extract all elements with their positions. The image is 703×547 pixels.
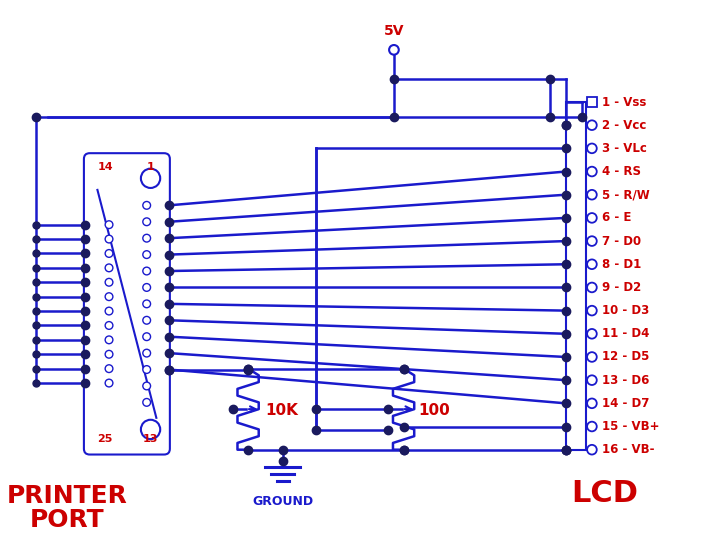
- Circle shape: [587, 213, 597, 223]
- Circle shape: [105, 365, 113, 373]
- Circle shape: [143, 251, 150, 259]
- Text: 14: 14: [97, 162, 113, 172]
- Text: 9 - D2: 9 - D2: [602, 281, 641, 294]
- Text: 7 - D0: 7 - D0: [602, 235, 640, 248]
- Circle shape: [587, 445, 597, 455]
- Circle shape: [143, 333, 150, 341]
- Circle shape: [587, 352, 597, 362]
- Text: 5V: 5V: [384, 24, 404, 38]
- Text: 12 - D5: 12 - D5: [602, 351, 649, 363]
- Circle shape: [141, 168, 160, 188]
- Text: PORT: PORT: [30, 508, 105, 532]
- Circle shape: [389, 45, 399, 55]
- Circle shape: [587, 422, 597, 432]
- Circle shape: [105, 379, 113, 387]
- Text: 1: 1: [147, 162, 155, 172]
- Text: PRINTER: PRINTER: [7, 485, 128, 509]
- Circle shape: [587, 375, 597, 385]
- Circle shape: [105, 336, 113, 344]
- Circle shape: [143, 366, 150, 374]
- Circle shape: [587, 190, 597, 200]
- Circle shape: [587, 167, 597, 176]
- Circle shape: [143, 234, 150, 242]
- Text: 5 - R/W: 5 - R/W: [602, 188, 650, 201]
- Text: 3 - VLc: 3 - VLc: [602, 142, 647, 155]
- Circle shape: [105, 307, 113, 315]
- Circle shape: [587, 143, 597, 153]
- Circle shape: [587, 236, 597, 246]
- FancyBboxPatch shape: [84, 153, 170, 455]
- Text: LCD: LCD: [572, 479, 638, 508]
- Circle shape: [143, 283, 150, 292]
- Circle shape: [105, 293, 113, 300]
- Circle shape: [143, 300, 150, 308]
- Circle shape: [105, 249, 113, 257]
- Circle shape: [587, 283, 597, 292]
- Text: 15 - VB+: 15 - VB+: [602, 420, 659, 433]
- Text: 13: 13: [143, 434, 158, 444]
- Text: 10K: 10K: [266, 403, 298, 417]
- Text: 10 - D3: 10 - D3: [602, 304, 649, 317]
- Text: 100: 100: [418, 403, 450, 417]
- Text: 14 - D7: 14 - D7: [602, 397, 649, 410]
- Text: 8 - D1: 8 - D1: [602, 258, 641, 271]
- Circle shape: [587, 399, 597, 408]
- Circle shape: [143, 201, 150, 209]
- Circle shape: [141, 420, 160, 439]
- Circle shape: [143, 382, 150, 390]
- Text: 2 - Vcc: 2 - Vcc: [602, 119, 646, 132]
- Text: 1 - Vss: 1 - Vss: [602, 96, 646, 108]
- Circle shape: [105, 322, 113, 329]
- Circle shape: [105, 221, 113, 229]
- Circle shape: [105, 235, 113, 243]
- Circle shape: [587, 259, 597, 269]
- Circle shape: [105, 264, 113, 272]
- Circle shape: [143, 267, 150, 275]
- Circle shape: [143, 218, 150, 225]
- Text: 4 - RS: 4 - RS: [602, 165, 640, 178]
- Text: GROUND: GROUND: [252, 496, 314, 508]
- Circle shape: [105, 351, 113, 358]
- Circle shape: [105, 278, 113, 286]
- Circle shape: [143, 316, 150, 324]
- Circle shape: [143, 399, 150, 406]
- Text: 6 - E: 6 - E: [602, 211, 631, 224]
- Text: 16 - VB-: 16 - VB-: [602, 443, 654, 456]
- Text: 25: 25: [98, 434, 113, 444]
- Text: 11 - D4: 11 - D4: [602, 327, 649, 340]
- Circle shape: [587, 120, 597, 130]
- Circle shape: [587, 306, 597, 316]
- Bar: [566, 102, 586, 450]
- Bar: [587, 97, 597, 107]
- Circle shape: [143, 349, 150, 357]
- Text: 13 - D6: 13 - D6: [602, 374, 649, 387]
- Circle shape: [587, 329, 597, 339]
